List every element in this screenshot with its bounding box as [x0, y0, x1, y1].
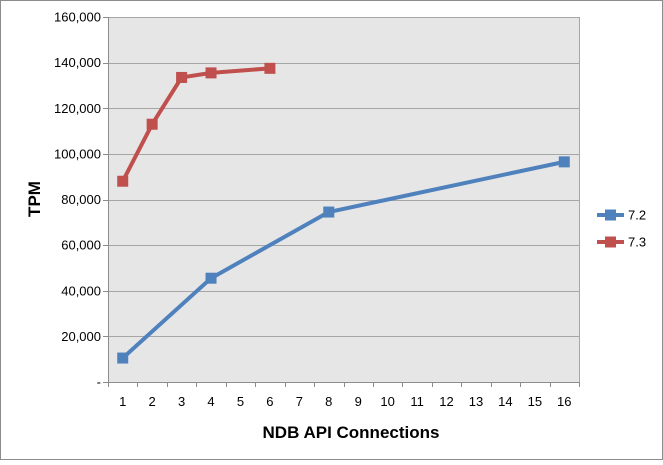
data-point-marker	[558, 156, 570, 168]
x-axis-title: NDB API Connections	[263, 423, 440, 442]
tick-labels: - 20,000 40,000 60,000 80,000 100,000 120,000 1…	[54, 10, 572, 410]
x-tick-label: 10	[380, 394, 394, 409]
y-tick-label: 60,000	[61, 238, 101, 253]
x-tick-label: 12	[439, 394, 453, 409]
y-tick-label: 120,000	[54, 101, 101, 116]
series-7-3	[117, 62, 276, 187]
x-tick-label: 1	[119, 394, 126, 409]
x-tick-label: 11	[410, 394, 424, 409]
legend-label: 7.2	[628, 208, 646, 223]
legend-entry: 7.3	[597, 235, 646, 250]
y-tick-label: 20,000	[61, 329, 101, 344]
y-tick-label: 160,000	[54, 10, 101, 25]
gridlines	[108, 17, 580, 382]
x-tick-label: 7	[296, 394, 303, 409]
legend-marker-swatch	[605, 209, 616, 221]
x-tick-label: 2	[149, 394, 156, 409]
data-point-marker	[205, 67, 217, 79]
data-point-marker	[117, 175, 129, 187]
series-7-2	[117, 156, 570, 364]
data-point-marker	[176, 71, 188, 83]
x-tick-label: 16	[557, 394, 571, 409]
y-tick-label: 100,000	[54, 146, 101, 161]
x-tick-label: 8	[325, 394, 332, 409]
data-point-marker	[117, 352, 129, 364]
y-axis-title: TPM	[25, 181, 44, 217]
data-point-marker	[205, 272, 217, 284]
data-point-marker	[323, 206, 335, 218]
legend: 7.2 7.3	[597, 208, 646, 250]
x-tick-label: 9	[355, 394, 362, 409]
series-line	[120, 159, 567, 361]
axes	[103, 17, 580, 387]
data-point-marker	[146, 118, 158, 130]
legend-entry: 7.2	[597, 208, 646, 223]
x-tick-label: 14	[498, 394, 512, 409]
y-tick-label: -	[97, 375, 101, 390]
x-tick-label: 4	[207, 394, 214, 409]
x-tick-label: 5	[237, 394, 244, 409]
series-layer	[117, 62, 570, 364]
x-tick-label: 15	[528, 394, 542, 409]
x-tick-label: 6	[266, 394, 273, 409]
data-point-marker	[264, 62, 276, 74]
legend-marker-swatch	[605, 236, 616, 248]
plot-area	[108, 17, 579, 382]
y-tick-label: 40,000	[61, 283, 101, 298]
x-tick-label: 13	[469, 394, 483, 409]
legend-label: 7.3	[628, 235, 646, 250]
x-tick-label: 3	[178, 394, 185, 409]
y-tick-label: 80,000	[61, 192, 101, 207]
y-tick-label: 140,000	[54, 55, 101, 70]
